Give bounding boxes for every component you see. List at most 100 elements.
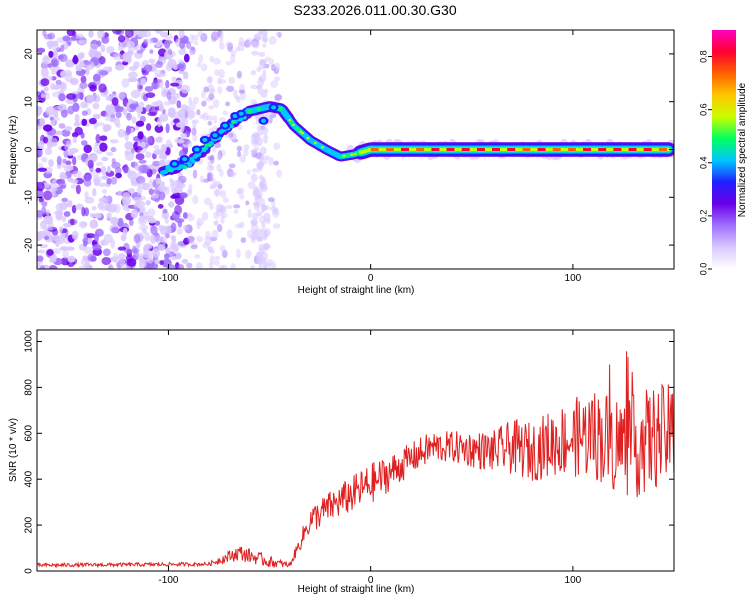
spectrogram-cell <box>192 194 199 205</box>
spectrogram-cell <box>218 79 226 84</box>
spectrogram-cell <box>117 128 125 138</box>
spectrogram-peak <box>416 148 425 151</box>
spectrogram-cell <box>235 47 241 52</box>
spectrogram-cell <box>254 36 263 41</box>
spectrogram-cell <box>39 264 46 269</box>
spectrogram-cell <box>301 132 304 135</box>
spectrogram-cell <box>208 143 212 147</box>
spectrogram-cell <box>100 165 107 176</box>
spectrogram-cell <box>66 93 76 100</box>
spectrogram-cell <box>54 130 63 136</box>
spectrogram-cell <box>78 221 88 229</box>
spectrogram-cell <box>37 124 43 130</box>
spectrogram-cell <box>45 209 51 215</box>
spectrogram-cell <box>229 123 234 129</box>
spectrogram-cell <box>182 71 189 80</box>
spectrogram-cell <box>271 105 277 110</box>
spectrogram-cell <box>232 114 238 118</box>
snr-y-tick-label: 1000 <box>24 330 35 353</box>
spectrogram-cell <box>73 121 81 127</box>
spectrogram-cell <box>230 49 237 57</box>
spectrogram-cell <box>61 197 69 203</box>
spectrogram-cell <box>125 30 134 38</box>
spectrogram-cell <box>67 255 76 263</box>
spectrogram-cell <box>37 106 43 116</box>
spectrogram-cell <box>123 248 134 254</box>
spectrogram-cell <box>226 85 235 92</box>
spectrogram-cell <box>115 172 123 179</box>
spectrogram-peak <box>598 148 607 151</box>
spectrogram-cell <box>192 134 198 142</box>
spectrogram-cell <box>43 215 54 225</box>
spectrogram-cell <box>155 177 161 185</box>
spectrogram-cell <box>81 118 88 127</box>
spectrogram-cell <box>67 150 75 156</box>
spectrogram-cell <box>98 83 107 93</box>
spectrogram-cell <box>155 136 163 143</box>
spectrogram-cell <box>43 86 49 92</box>
spectrogram-cell <box>250 218 259 226</box>
spectrogram-cell <box>274 76 281 82</box>
spectrogram-cell <box>144 243 153 250</box>
spectrogram-cell <box>240 237 247 244</box>
spectrogram-cell <box>214 255 221 261</box>
spectrogram-cell <box>48 158 54 168</box>
spectrogram-cell <box>199 114 206 120</box>
spectrogram-cell <box>175 139 185 144</box>
spectrogram-cell <box>59 174 68 180</box>
spectrogram-cell <box>264 228 271 237</box>
spectrogram-cell <box>164 39 171 49</box>
spectrogram-cell <box>196 217 204 226</box>
spectrogram-cell <box>106 212 112 219</box>
spectrogram-cell <box>353 152 357 156</box>
spectrogram-cell <box>162 258 172 268</box>
spectrogram-cell <box>101 156 109 162</box>
spectrogram-cell <box>62 158 67 164</box>
spectrogram-cell <box>50 83 56 91</box>
spectrogram-cell <box>218 264 225 269</box>
snr-y-tick-label: 400 <box>24 470 35 487</box>
spectrogram-cell <box>271 262 277 269</box>
spectrogram-x-axis-label: Height of straight line (km) <box>298 285 415 296</box>
spectrogram-cell <box>175 122 184 128</box>
spectrogram-cell <box>212 180 221 186</box>
spectrogram-cell <box>208 105 215 110</box>
spectrogram-cell <box>41 157 48 163</box>
spectrogram-cell <box>218 68 225 79</box>
colorbar-ticks: 0.0 0.2 0.4 0.6 0.8 <box>698 50 712 275</box>
spectrogram-cell <box>262 34 268 43</box>
spectrogram-cell <box>52 111 59 118</box>
spectrogram-cell <box>83 246 93 255</box>
spectrogram-cell <box>74 113 80 124</box>
spectrogram-cell <box>165 79 170 89</box>
spectrogram-cell <box>99 142 108 152</box>
spectrogram-cell <box>83 240 88 247</box>
spectrogram-cell <box>106 165 112 174</box>
snr-y-tick-label: 200 <box>24 516 35 533</box>
spectrogram-cell <box>38 197 44 203</box>
spectrogram-peak <box>567 148 576 151</box>
spectrogram-cell <box>65 160 72 166</box>
spectrogram-cell <box>128 219 134 227</box>
spectrogram-cell <box>135 106 142 114</box>
spectrogram-cell <box>127 50 133 58</box>
spectrogram-peak <box>583 148 591 151</box>
spectrogram-cell <box>139 215 146 224</box>
spectrogram-cell <box>110 176 118 185</box>
spectrogram-cell <box>124 151 135 161</box>
spectrogram-cell <box>171 187 179 194</box>
spectrogram-cell <box>127 188 136 194</box>
spectrogram-cell <box>37 249 46 254</box>
spectrogram-cell <box>268 157 275 166</box>
spectrogram-cell <box>247 109 252 114</box>
spectrogram-cell <box>139 211 144 217</box>
spectrogram-cell <box>212 99 220 108</box>
spectrogram-cell <box>263 133 269 144</box>
spectrogram-cell <box>40 78 50 87</box>
spectrogram-cell <box>121 195 132 206</box>
spectrogram-cell <box>207 84 215 94</box>
spectrogram-cell <box>261 43 267 48</box>
spectrogram-cell <box>52 116 60 122</box>
spectrogram-y-tick-label: -20 <box>24 237 35 252</box>
spectrogram-cell <box>75 203 84 210</box>
